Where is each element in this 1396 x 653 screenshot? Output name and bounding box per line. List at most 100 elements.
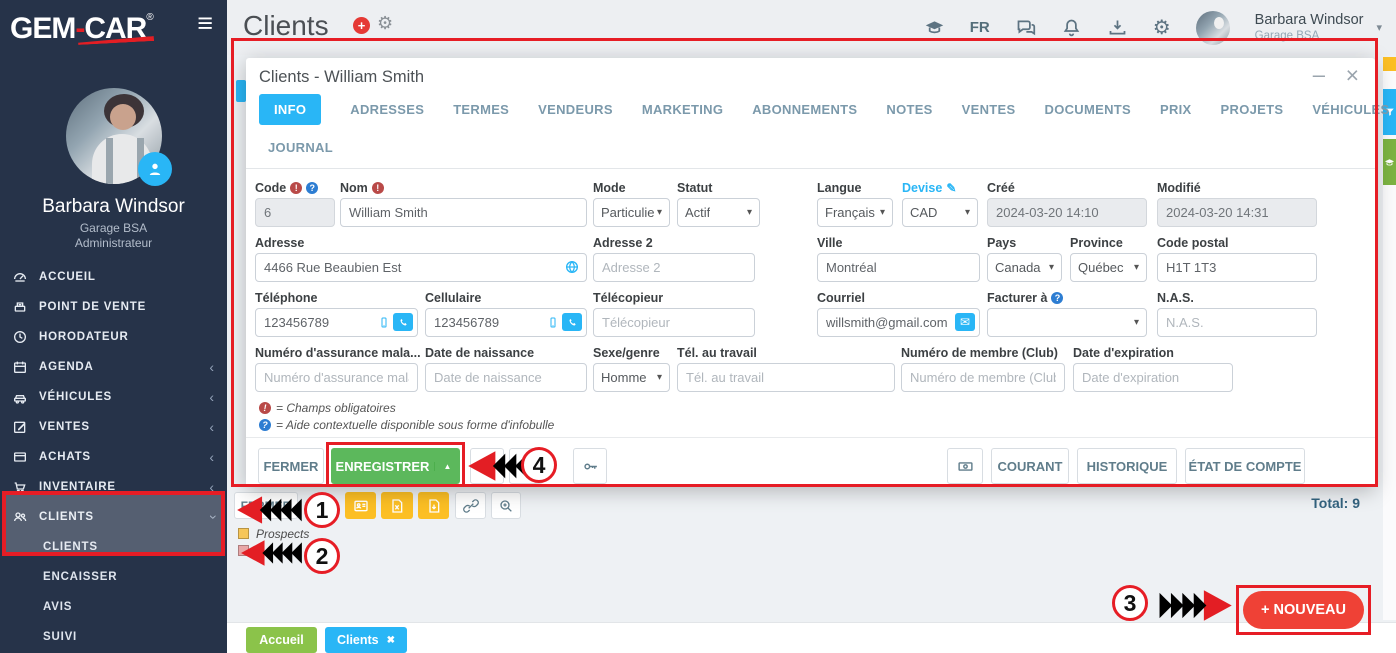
sidebar-item-ventes[interactable]: VENTES ‹ [0, 412, 227, 442]
legend-help: ? = Aide contextuelle disponible sous for… [259, 418, 554, 432]
chevron-down-icon: ▾ [746, 207, 752, 218]
tab-termes[interactable]: TERMES [453, 102, 510, 117]
tab-vendeurs[interactable]: VENDEURS [538, 102, 613, 117]
hamburger-icon[interactable]: ≡ [197, 8, 213, 38]
assurance-input[interactable] [255, 363, 418, 392]
tab-documents[interactable]: DOCUMENTS [1044, 102, 1131, 117]
cellulaire-input[interactable] [425, 308, 587, 337]
tab-clients[interactable]: Clients ✖ [325, 627, 407, 653]
link-button[interactable] [455, 492, 486, 519]
edge-action-yellow[interactable] [1383, 57, 1396, 71]
courant-button[interactable]: COURANT [991, 448, 1069, 484]
tel-travail-input[interactable] [677, 363, 895, 392]
user-badge-icon[interactable] [138, 152, 172, 186]
sidebar-subitem-suivi[interactable]: SUIVI [43, 631, 78, 643]
code-input[interactable] [255, 198, 335, 227]
field-code: Code!? [255, 180, 335, 227]
close-tab-icon[interactable]: ✖ [386, 634, 396, 646]
export-excel-button[interactable] [381, 492, 413, 519]
profile-company: Garage BSA [79, 221, 148, 235]
expiration-input[interactable] [1073, 363, 1233, 392]
tab-prix[interactable]: PRIX [1159, 102, 1192, 117]
sidebar-item-inventaire[interactable]: INVENTAIRE ‹ [0, 472, 227, 502]
close-icon[interactable]: × [1345, 62, 1359, 88]
annotation-number-4: 4 [521, 447, 557, 483]
settings-gear-icon[interactable]: ⚙ [1152, 17, 1171, 39]
minimize-icon[interactable]: – [1312, 62, 1325, 87]
edit-pencil-icon[interactable]: ✎ [946, 180, 957, 195]
tab-abonnements[interactable]: ABONNEMENTS [752, 102, 858, 117]
enregistrer-button[interactable]: ENREGISTRER ▲ [331, 448, 460, 484]
nouveau-button[interactable]: + NOUVEAU [1243, 591, 1364, 629]
adresse-input[interactable] [255, 253, 587, 282]
sidebar: GEM-CAR® ≡ Barbara Windsor Garage BSA Ad… [0, 0, 227, 653]
key-button[interactable] [573, 448, 607, 484]
tab-adresses[interactable]: ADRESSES [350, 102, 425, 117]
facturer-a-select[interactable]: ▾ [987, 308, 1147, 337]
globe-icon[interactable] [564, 259, 580, 275]
export-vcard-button[interactable] [345, 492, 376, 519]
sexe-select[interactable]: Homme ▾ [593, 363, 670, 392]
telephone-input[interactable] [255, 308, 418, 337]
envelope-icon[interactable]: ✉ [955, 313, 975, 331]
clock-icon [12, 329, 28, 345]
phone-call-icon[interactable] [562, 313, 582, 331]
user-menu-caret-icon[interactable]: ▾ [1376, 22, 1382, 34]
tab-marketing[interactable]: MARKETING [641, 102, 724, 117]
export-pdf-button[interactable] [418, 492, 449, 519]
add-client-icon[interactable]: + [353, 17, 370, 34]
tab-projets[interactable]: PROJETS [1220, 102, 1284, 117]
page-settings-gear-icon[interactable]: ⚙ [377, 13, 394, 33]
header-user-menu[interactable]: Barbara Windsor Garage BSA [1254, 11, 1364, 42]
nom-input[interactable] [340, 198, 587, 227]
tab-info[interactable]: INFO [259, 94, 322, 125]
sidebar-item-agenda[interactable]: AGENDA ‹ [0, 352, 227, 382]
open-tabs-bar [227, 622, 1396, 653]
langue-select[interactable]: Français ▾ [817, 198, 893, 227]
filter-icon[interactable] [1383, 89, 1396, 135]
header-avatar[interactable] [1195, 10, 1230, 45]
membre-input[interactable] [901, 363, 1065, 392]
courriel-input[interactable] [817, 308, 980, 337]
sidebar-subitem-avis[interactable]: AVIS [43, 601, 73, 613]
historique-button[interactable]: HISTORIQUE [1077, 448, 1177, 484]
code-postal-input[interactable] [1157, 253, 1317, 282]
banknote-button[interactable] [947, 448, 983, 484]
tab-accueil[interactable]: Accueil [246, 627, 317, 653]
field-tel-travail: Tél. au travail [677, 345, 895, 392]
telecopieur-input[interactable] [593, 308, 755, 337]
tab-vehicules[interactable]: VÉHICULES [1312, 102, 1390, 117]
sidebar-item-point-de-vente[interactable]: POINT DE VENTE [0, 292, 227, 322]
save-dropdown-caret-icon[interactable]: ▲ [434, 461, 460, 471]
sidebar-subitem-clients[interactable]: CLIENTS [43, 541, 98, 553]
zoom-button[interactable] [491, 492, 521, 519]
sidebar-item-vehicules[interactable]: VÉHICULES ‹ [0, 382, 227, 412]
pays-select[interactable]: Canada ▾ [987, 253, 1062, 282]
tab-notes[interactable]: NOTES [886, 102, 933, 117]
etat-de-compte-button[interactable]: ÉTAT DE COMPTE [1185, 448, 1305, 484]
devise-select[interactable]: CAD ▾ [902, 198, 978, 227]
fermer-button[interactable]: FERMER [258, 448, 324, 484]
sidebar-subitem-encaisser[interactable]: ENCAISSER [43, 571, 118, 583]
edge-action-green[interactable] [1383, 139, 1396, 185]
training-graduation-cap-icon[interactable] [924, 17, 945, 38]
tab-ventes[interactable]: VENTES [961, 102, 1016, 117]
adresse2-input[interactable] [593, 253, 755, 282]
sidebar-item-horodateur[interactable]: HORODATEUR [0, 322, 227, 352]
mode-select[interactable]: Particulie ▾ [593, 198, 670, 227]
phone-call-icon[interactable] [393, 313, 413, 331]
statut-select[interactable]: Actif ▾ [677, 198, 760, 227]
download-icon[interactable] [1107, 17, 1128, 38]
tab-journal[interactable]: JOURNAL [268, 140, 333, 155]
bell-icon[interactable] [1061, 17, 1082, 38]
naissance-input[interactable] [425, 363, 587, 392]
province-select[interactable]: Québec ▾ [1070, 253, 1147, 282]
language-toggle[interactable]: FR [969, 19, 990, 36]
sidebar-item-clients[interactable]: CLIENTS ‹ [0, 502, 227, 532]
chevron-down-icon: ‹ [203, 514, 220, 520]
nas-input[interactable] [1157, 308, 1317, 337]
chat-icon[interactable] [1015, 17, 1036, 38]
sidebar-item-accueil[interactable]: ACCUEIL [0, 262, 227, 292]
sidebar-item-achats[interactable]: ACHATS ‹ [0, 442, 227, 472]
ville-input[interactable] [817, 253, 980, 282]
